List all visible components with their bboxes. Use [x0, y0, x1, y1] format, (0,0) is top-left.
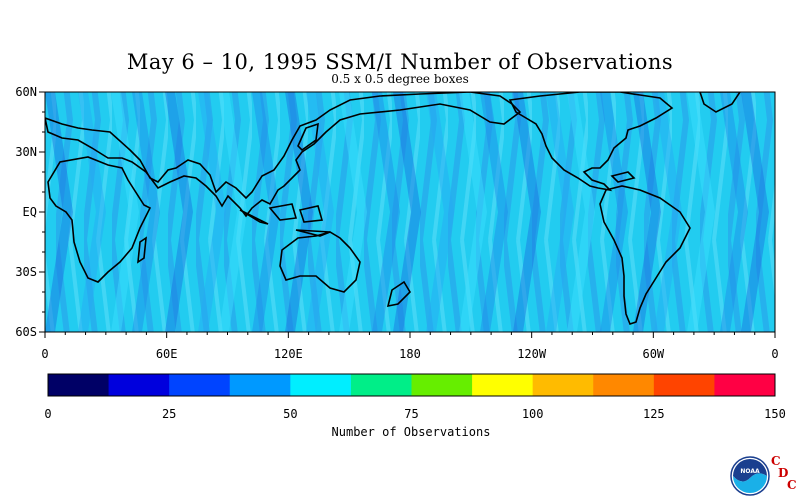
coastline-japan: [297, 122, 319, 152]
swath-band: [45, 92, 73, 332]
colorbar-swatch: [350, 374, 412, 396]
swath-band: [459, 92, 487, 332]
swath-band: [285, 92, 313, 332]
colorbar-label: Number of Observations: [332, 425, 491, 439]
swath-band: [600, 92, 628, 332]
latitude-label: 60N: [15, 85, 37, 99]
longitude-label: 60W: [642, 347, 664, 361]
swath-band: [720, 92, 748, 332]
colorbar-swatch: [532, 374, 594, 396]
colorbar-swatch: [714, 374, 776, 396]
colorbar-swatch: [411, 374, 473, 396]
cdc-letter-3: C: [787, 478, 797, 492]
colorbar-tick-label: 0: [44, 407, 51, 421]
colorbar-swatch: [48, 374, 110, 396]
colorbar: 0 25 50 75 100 125 150 Number of Observations: [44, 373, 786, 439]
longitude-label: 120W: [517, 347, 547, 361]
swath-band: [198, 92, 226, 332]
colorbar-tick-label: 75: [404, 407, 418, 421]
latitude-labels: 60N 30N EQ 30S 60S: [15, 85, 37, 339]
coastline-new-zealand: [386, 280, 412, 308]
longitude-labels: 0 60E 120E 180 120W 60W 0: [41, 347, 778, 361]
swath-band: [633, 92, 661, 332]
coastline-indonesia: [239, 203, 331, 237]
colorbar-tick-labels: 0 25 50 75 100 125 150: [44, 407, 785, 421]
swath-band: [78, 92, 106, 332]
coastline-south-america: [599, 185, 691, 325]
colorbar-swatch: [229, 374, 291, 396]
longitude-label: 0: [41, 347, 48, 361]
colorbar-swatch: [108, 374, 170, 396]
colorbar-tick-label: 50: [283, 407, 297, 421]
noaa-logo-text: NOAA: [740, 468, 760, 475]
longitude-label: 180: [399, 347, 421, 361]
swath-band: [567, 92, 595, 332]
latitude-label: EQ: [23, 205, 37, 219]
colorbar-tick-label: 100: [522, 407, 544, 421]
coastline-north-america: [508, 92, 674, 192]
colorbar-swatch: [472, 374, 534, 396]
swath-band: [546, 92, 574, 332]
colorbar-swatch: [653, 374, 715, 396]
swath-band: [252, 92, 280, 332]
map-title: May 6 – 10, 1995 SSM/I Number of Observa…: [126, 50, 674, 74]
map-subtitle: 0.5 x 0.5 degree boxes: [331, 72, 469, 86]
coastline-madagascar: [137, 236, 147, 264]
colorbar-swatches: [48, 374, 776, 396]
colorbar-tick-label: 125: [643, 407, 665, 421]
cdc-letter-2: D: [778, 466, 789, 480]
colorbar-tick-label: 25: [162, 407, 176, 421]
latitude-label: 60S: [15, 325, 37, 339]
swath-band: [774, 92, 775, 332]
swath-band: [741, 92, 769, 332]
cdc-letter-1: C: [771, 454, 781, 468]
coastline-caribbean: [610, 171, 636, 183]
swath-band: [372, 92, 400, 332]
coastline-africa: [47, 156, 152, 283]
swath-band: [165, 92, 193, 332]
swath-band: [480, 92, 508, 332]
swath-band: [426, 92, 454, 332]
swath-band: [513, 92, 541, 332]
swath-band: [654, 92, 682, 332]
longitude-label: 60E: [156, 347, 178, 361]
swath-band: [132, 92, 160, 332]
colorbar-swatch: [593, 374, 655, 396]
swath-band: [687, 92, 715, 332]
map-ticks: [39, 91, 776, 338]
colorbar-frame: [47, 373, 776, 397]
latitude-label: 30N: [15, 145, 37, 159]
noaa-logo: NOAA: [730, 456, 770, 496]
swath-band: [111, 92, 139, 332]
swath-band: [393, 92, 421, 332]
coastline-eurasia: [45, 92, 522, 218]
colorbar-swatch: [169, 374, 231, 396]
coastline-australia: [279, 231, 361, 293]
swath-bands: [45, 92, 775, 332]
swath-band: [306, 92, 334, 332]
colorbar-swatch: [290, 374, 352, 396]
colorbar-tick-label: 150: [764, 407, 786, 421]
map-panel: 0 60E 120E 180 120W 60W 0 60N 30N EQ 30S 60S: [15, 85, 778, 361]
longitude-label: 120E: [274, 347, 303, 361]
coastlines: [45, 92, 741, 325]
swath-band: [219, 92, 247, 332]
latitude-label: 30S: [15, 265, 37, 279]
coastline-greenland: [699, 92, 741, 113]
longitude-label: 0: [771, 347, 778, 361]
